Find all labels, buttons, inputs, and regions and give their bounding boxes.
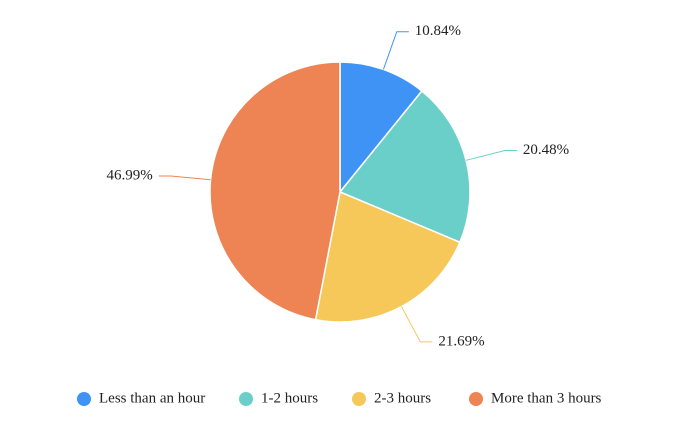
legend-marker [77,392,91,406]
legend-label: More than 3 hours [491,390,602,406]
data-label: 10.84% [415,23,461,39]
data-label: 21.69% [438,333,484,349]
pie-slice [314,190,461,323]
leader-line [382,31,409,70]
legend-label: 1-2 hours [261,390,318,406]
leader-line [401,306,433,343]
leader-line [465,150,517,161]
legend-marker [469,392,483,406]
legend-label: 2-3 hours [374,390,431,406]
pie-slice [209,61,341,321]
legend-marker [239,392,253,406]
pie-slice [338,89,471,244]
data-label: 20.48% [523,142,569,158]
legend-marker [352,392,366,406]
leader-line [158,175,211,181]
data-label: 46.99% [107,167,153,183]
legend-label: Less than an hour [99,390,205,406]
